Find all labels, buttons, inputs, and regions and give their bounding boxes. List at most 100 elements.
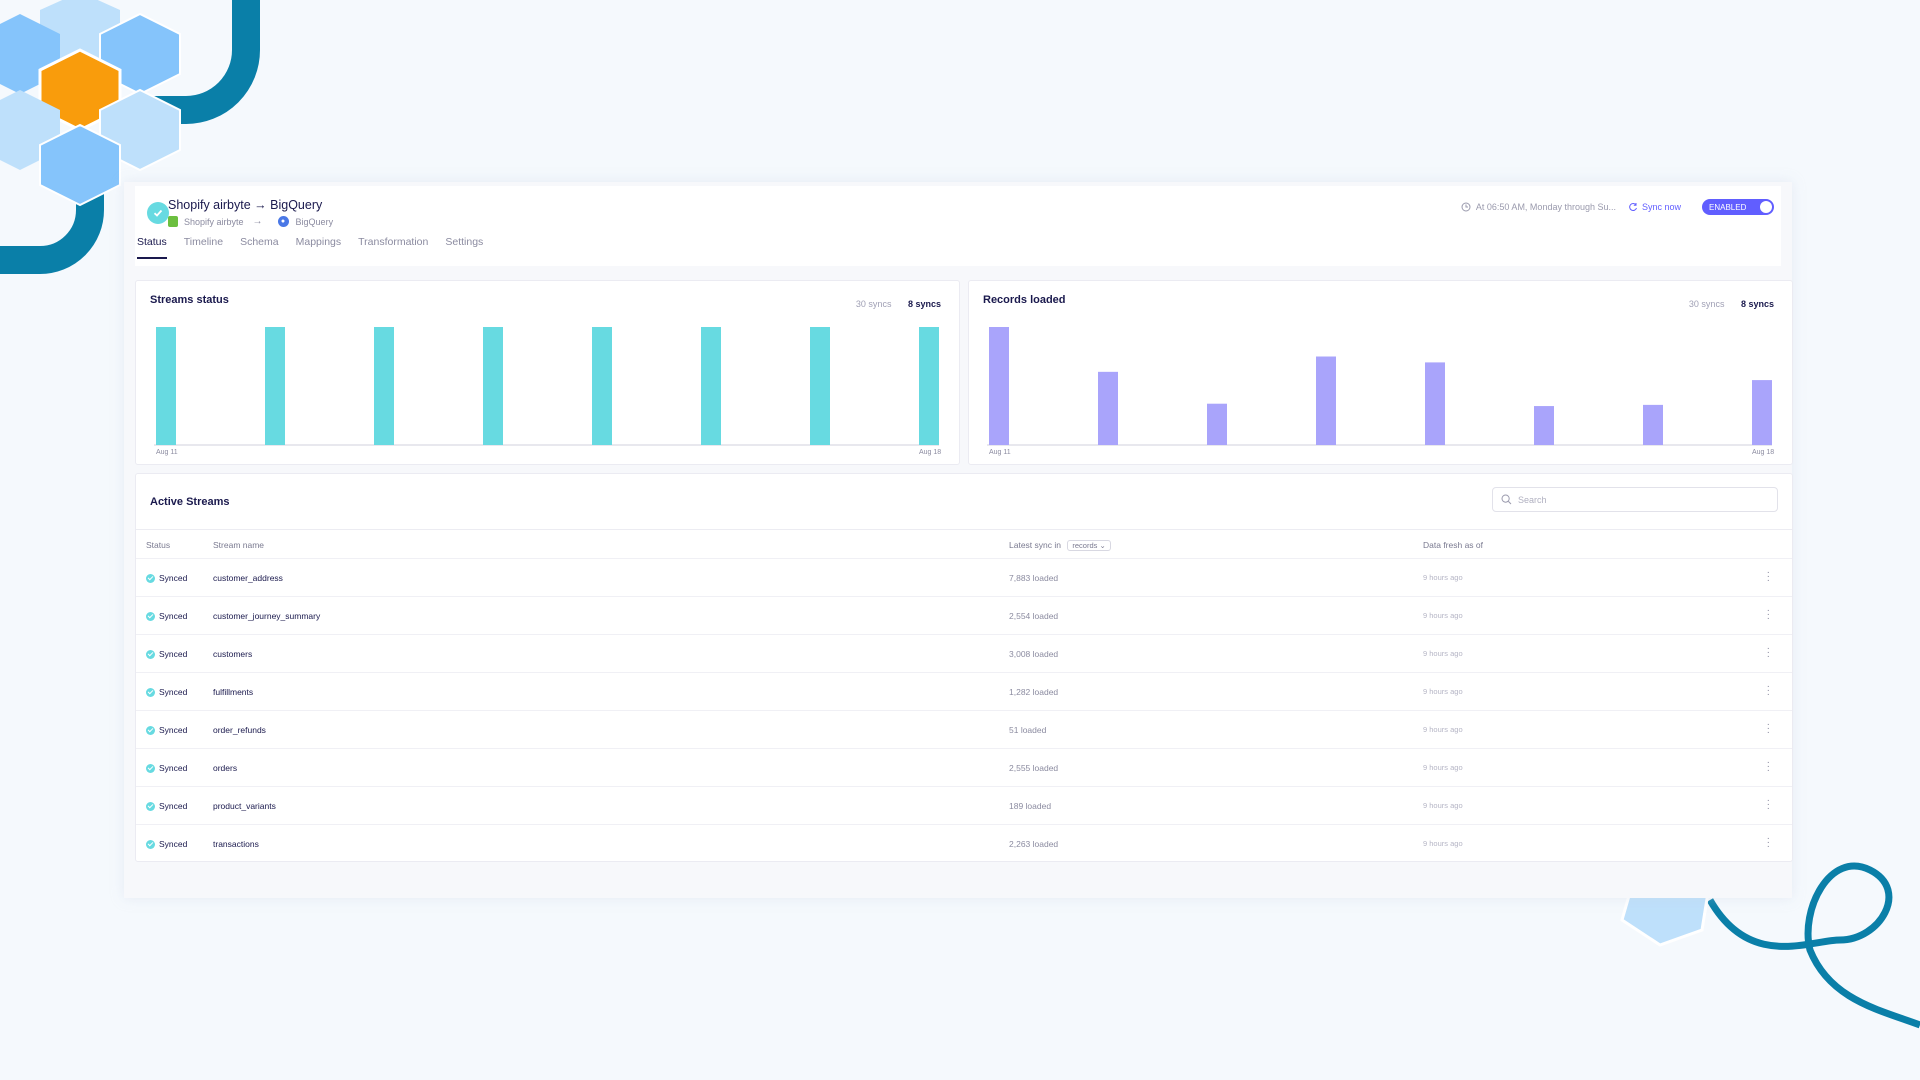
row-more-icon[interactable]: · · · — [1766, 643, 1770, 662]
tab-schema[interactable]: Schema — [240, 236, 279, 248]
chart-bar[interactable] — [1643, 404, 1663, 445]
synced-check-icon — [146, 839, 155, 849]
row-loaded-count: 3,008 loaded — [1009, 649, 1059, 659]
records-loaded-title: Records loaded — [983, 294, 1066, 306]
table-row[interactable]: Synced customer_journey_summary 2,554 lo… — [136, 596, 1792, 635]
x-tick-label: Aug 11 — [156, 449, 178, 456]
chart-bar[interactable] — [1098, 371, 1118, 445]
table-row[interactable]: Synced customers 3,008 loaded 9 hours ag… — [136, 634, 1792, 673]
connection-app: Shopify airbyte → BigQuery Shopify airby… — [124, 182, 1793, 898]
row-stream-name: customer_address — [213, 573, 283, 583]
table-row[interactable]: Synced product_variants 189 loaded 9 hou… — [136, 786, 1792, 825]
latest-sync-unit-value: records — [1072, 541, 1098, 550]
connection-subtitle: Shopify airbyte → ● BigQuery — [168, 216, 333, 227]
latest-sync-label: Latest sync in — [1009, 540, 1061, 550]
range-30-syncs[interactable]: 30 syncs — [1688, 299, 1725, 309]
bigquery-icon: ● — [277, 216, 289, 227]
chart-bar[interactable] — [989, 327, 1009, 445]
chart-bar[interactable] — [919, 327, 939, 445]
chart-bar[interactable] — [374, 327, 394, 445]
connection-status-icon — [147, 202, 169, 224]
row-loaded-count: 2,554 loaded — [1009, 611, 1059, 621]
row-loaded-count: 51 loaded — [1009, 725, 1047, 735]
row-status: Synced — [146, 611, 187, 621]
chart-bar[interactable] — [810, 327, 830, 445]
x-tick-label: Aug 18 — [1752, 449, 1774, 456]
chart-bar[interactable] — [701, 327, 721, 445]
search-input[interactable]: Search — [1492, 487, 1778, 512]
row-more-icon[interactable]: · · · — [1766, 719, 1770, 738]
row-data-fresh: 9 hours ago — [1423, 725, 1463, 734]
toggle-knob — [1760, 201, 1772, 213]
row-more-icon[interactable]: · · · — [1766, 795, 1770, 814]
chart-bar[interactable] — [156, 327, 176, 445]
chart-bar[interactable] — [1316, 356, 1336, 446]
connection-tabs: Status Timeline Schema Mappings Transfor… — [137, 236, 500, 259]
enabled-toggle[interactable]: ENABLED — [1702, 199, 1774, 215]
row-more-icon[interactable]: · · · — [1766, 757, 1770, 776]
row-stream-name: order_refunds — [213, 725, 266, 735]
synced-check-icon — [146, 649, 155, 659]
chart-bar[interactable] — [1207, 403, 1227, 445]
sync-now-button[interactable]: Sync now — [1628, 202, 1681, 212]
row-status: Synced — [146, 687, 187, 697]
chart-bar[interactable] — [592, 327, 612, 445]
x-tick-label: Aug 18 — [919, 449, 941, 456]
chart-bar[interactable] — [483, 327, 503, 445]
connection-header: Shopify airbyte → BigQuery Shopify airby… — [135, 186, 1781, 266]
table-row[interactable]: Synced transactions 2,263 loaded 9 hours… — [136, 824, 1792, 863]
header-data-fresh: Data fresh as of — [1423, 540, 1484, 550]
row-status: Synced — [146, 725, 187, 735]
tab-status[interactable]: Status — [137, 236, 184, 259]
active-streams-title: Active Streams — [150, 496, 230, 508]
latest-sync-unit-select[interactable]: records ⌄ — [1067, 540, 1111, 551]
active-streams-card: Active Streams Search Status Stream name… — [135, 473, 1793, 862]
row-more-icon[interactable]: · · · — [1766, 567, 1770, 586]
chart-bar[interactable] — [1425, 362, 1445, 445]
tab-mappings[interactable]: Mappings — [295, 236, 342, 248]
synced-check-icon — [146, 573, 155, 583]
refresh-icon — [1629, 203, 1637, 212]
row-more-icon[interactable]: · · · — [1766, 605, 1770, 624]
tab-timeline[interactable]: Timeline — [183, 236, 224, 248]
row-data-fresh: 9 hours ago — [1423, 687, 1463, 696]
row-stream-name: product_variants — [213, 801, 276, 811]
table-row[interactable]: Synced customer_address 7,883 loaded 9 h… — [136, 558, 1792, 597]
chart-bar[interactable] — [1752, 380, 1772, 445]
row-status-label: Synced — [159, 611, 188, 621]
row-status: Synced — [146, 839, 187, 849]
streams-status-title: Streams status — [150, 294, 229, 306]
row-stream-name: customer_journey_summary — [213, 611, 321, 621]
row-status: Synced — [146, 573, 187, 583]
synced-check-icon — [146, 801, 155, 811]
table-row[interactable]: Synced fulfillments 1,282 loaded 9 hours… — [136, 672, 1792, 711]
synced-check-icon — [146, 611, 155, 621]
schedule-text: At 06:50 AM, Monday through Su... — [1475, 202, 1616, 212]
records-loaded-sync-range: 30 syncs 8 syncs — [1689, 299, 1774, 309]
row-loaded-count: 1,282 loaded — [1009, 687, 1059, 697]
row-data-fresh: 9 hours ago — [1423, 573, 1463, 582]
row-status-label: Synced — [159, 725, 188, 735]
row-more-icon[interactable]: · · · — [1766, 681, 1770, 700]
tab-transformation[interactable]: Transformation — [358, 236, 429, 248]
streams-status-chart: Aug 11 Aug 18 — [154, 327, 941, 456]
chart-bar[interactable] — [265, 327, 285, 445]
row-status: Synced — [146, 801, 187, 811]
row-loaded-count: 2,555 loaded — [1009, 763, 1059, 773]
row-stream-name: fulfillments — [213, 687, 254, 697]
connection-title: Shopify airbyte → BigQuery — [168, 198, 323, 212]
schedule-info: At 06:50 AM, Monday through Su... — [1461, 202, 1616, 212]
tab-settings[interactable]: Settings — [445, 236, 484, 248]
table-row[interactable]: Synced order_refunds 51 loaded 9 hours a… — [136, 710, 1792, 749]
row-more-icon[interactable]: · · · — [1766, 833, 1770, 852]
table-row[interactable]: Synced orders 2,555 loaded 9 hours ago ·… — [136, 748, 1792, 787]
chart-bar[interactable] — [1534, 406, 1554, 445]
range-8-syncs[interactable]: 8 syncs — [1740, 299, 1774, 309]
records-loaded-chart: Aug 11 Aug 18 — [987, 327, 1774, 456]
row-status-label: Synced — [159, 649, 188, 659]
clock-icon — [1461, 202, 1471, 212]
range-30-syncs[interactable]: 30 syncs — [855, 299, 892, 309]
range-8-syncs[interactable]: 8 syncs — [907, 299, 941, 309]
row-status: Synced — [146, 649, 187, 659]
search-icon — [1501, 494, 1512, 505]
